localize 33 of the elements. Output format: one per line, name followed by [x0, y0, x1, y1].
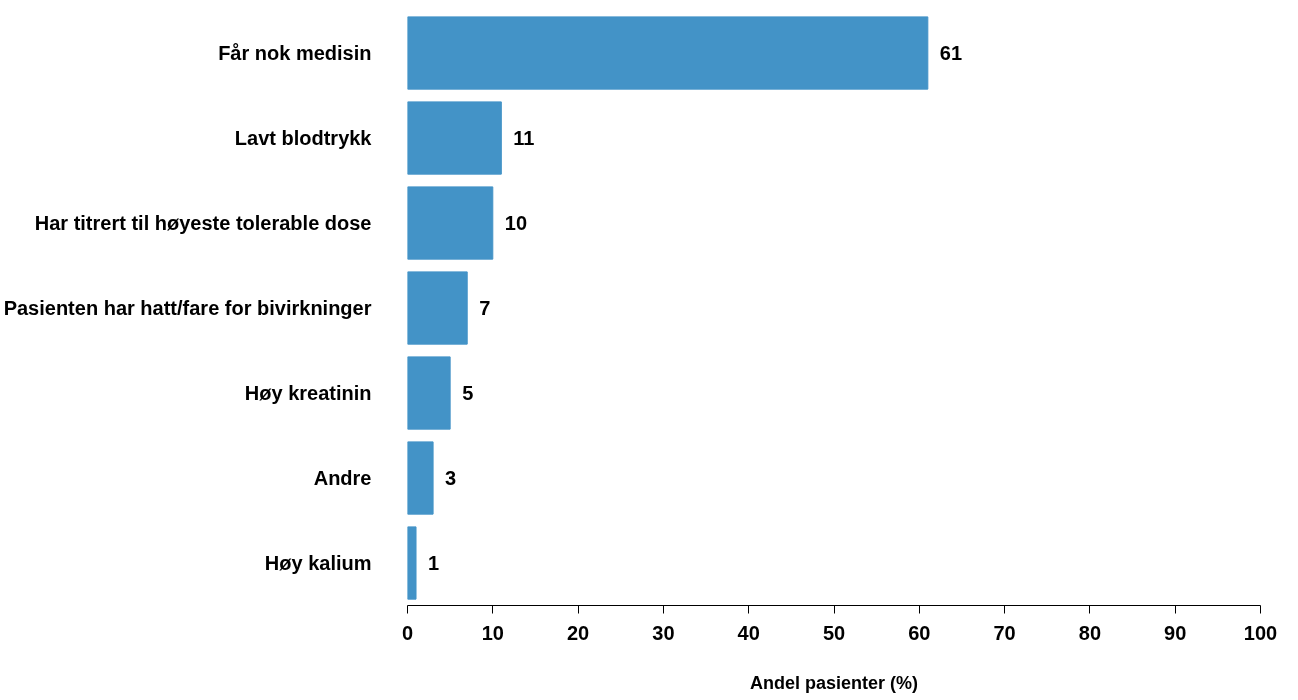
y-tick-label: Høy kalium [264, 552, 372, 574]
bar [407, 186, 494, 260]
data-label: 10 [504, 212, 528, 234]
x-tick-label: 40 [737, 621, 760, 644]
x-tick-label: 70 [993, 621, 1016, 644]
bar [407, 271, 468, 345]
y-tick-label: Høy kreatinin [244, 382, 372, 404]
data-label: 3 [445, 467, 457, 489]
y-tick-label: Andre [313, 467, 372, 489]
x-tick-label: 50 [822, 621, 846, 644]
data-label: 1 [428, 552, 440, 574]
x-tick-label: 20 [566, 621, 590, 644]
bar [407, 101, 502, 175]
bar [407, 441, 434, 515]
y-tick-label: Pasienten har hatt/fare for bivirkninger [3, 297, 372, 319]
x-axis-title: Andel pasienter (%) [749, 672, 919, 693]
x-tick-label: 90 [1164, 621, 1187, 644]
data-label: 61 [939, 42, 963, 64]
y-tick-label: Får nok medisin [218, 42, 372, 64]
data-label: 11 [513, 127, 535, 149]
y-tick-label: Lavt blodtrykk [234, 127, 373, 149]
bar [407, 526, 417, 600]
x-tick-label: 10 [481, 621, 504, 644]
bar [407, 16, 929, 90]
y-tick-label: Har titrert til høyeste tolerable dose [34, 212, 372, 234]
x-tick-label: 100 [1243, 621, 1278, 644]
x-tick-label: 60 [908, 621, 931, 644]
x-tick-label: 80 [1078, 621, 1102, 644]
data-label: 7 [479, 297, 491, 319]
x-tick-label: 30 [652, 621, 675, 644]
bar [407, 356, 451, 430]
x-tick-label: 0 [401, 621, 414, 644]
data-label: 5 [462, 382, 474, 404]
